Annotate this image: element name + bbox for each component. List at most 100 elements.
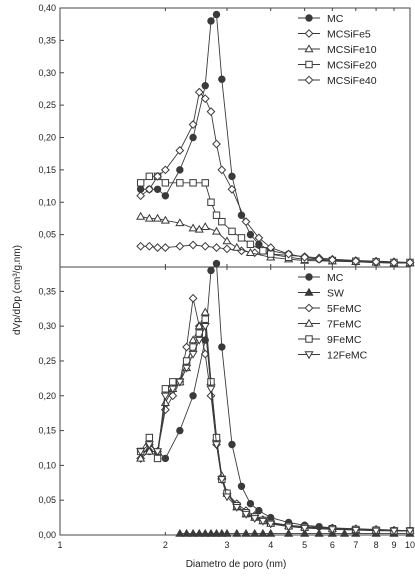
panel-bottom: 0,00 0,05 0,10 0,15 0,20 0,25 0,30 0,35 1 2 3 4 5 6 7 8… bbox=[38, 259, 415, 550]
data-point bbox=[144, 213, 154, 222]
data-point bbox=[176, 426, 184, 435]
legend-label: MCSiFe5 bbox=[327, 29, 371, 41]
data-point bbox=[259, 247, 267, 255]
data-point bbox=[212, 259, 221, 268]
data-point bbox=[266, 243, 276, 252]
data-point bbox=[200, 322, 210, 331]
data-point bbox=[206, 385, 216, 394]
data-point bbox=[160, 243, 170, 252]
data-point bbox=[201, 315, 209, 323]
data-point bbox=[207, 17, 215, 25]
data-point bbox=[245, 248, 255, 256]
y-tick-label: 0,05 bbox=[38, 495, 56, 505]
data-point bbox=[217, 476, 227, 485]
data-point bbox=[228, 440, 236, 449]
data-point bbox=[218, 217, 226, 226]
data-point bbox=[176, 166, 184, 174]
data-point bbox=[222, 236, 232, 245]
data-point bbox=[300, 524, 310, 533]
y-tick-label: 0,35 bbox=[38, 35, 56, 45]
data-point bbox=[160, 215, 170, 224]
data-point bbox=[228, 227, 236, 236]
legend-marker bbox=[304, 318, 314, 327]
y-tick-label: 0,25 bbox=[38, 356, 56, 366]
data-point bbox=[200, 222, 210, 231]
data-point bbox=[371, 527, 381, 536]
y-tick-label: 0,15 bbox=[38, 426, 56, 436]
data-point bbox=[217, 165, 227, 175]
x-tick-label: 5 bbox=[302, 540, 307, 550]
data-point bbox=[136, 179, 145, 187]
data-point bbox=[227, 184, 237, 194]
legend-label: SW bbox=[327, 288, 344, 300]
data-point bbox=[189, 133, 197, 142]
data-point bbox=[207, 198, 215, 206]
legend: MC SW 5FeMC 7FeMC 9FeMC 12FeMC bbox=[298, 272, 368, 362]
data-point bbox=[254, 233, 264, 243]
x-tick-label: 8 bbox=[374, 540, 379, 550]
x-tick-label: 1 bbox=[57, 540, 62, 550]
data-point bbox=[136, 191, 146, 201]
series-MCSiFe40 bbox=[136, 87, 415, 267]
data-point bbox=[200, 94, 210, 104]
data-point bbox=[284, 523, 294, 532]
data-point bbox=[232, 503, 242, 512]
y-tick-label: 0,30 bbox=[38, 68, 56, 78]
legend-label: MCSiFe10 bbox=[327, 44, 377, 56]
data-point bbox=[212, 139, 221, 149]
data-point bbox=[405, 258, 415, 267]
y-tick-label: 0,25 bbox=[38, 100, 56, 110]
data-point bbox=[176, 179, 184, 187]
data-point bbox=[161, 454, 170, 463]
y-tick-label: 0,20 bbox=[38, 391, 56, 401]
data-point bbox=[241, 528, 251, 537]
data-point bbox=[144, 241, 154, 251]
data-point bbox=[153, 171, 162, 181]
data-point bbox=[314, 528, 324, 537]
y-tick-label: 0,10 bbox=[38, 197, 56, 207]
x-tick-label: 3 bbox=[224, 540, 229, 550]
legend-label: 5FeMC bbox=[327, 303, 362, 315]
series-12FeMC bbox=[136, 322, 415, 536]
panel-top: 0,05 0,10 0,15 0,20 0,25 0,30 0,35 0,40 MC MCSiFe… bbox=[38, 3, 415, 268]
data-point bbox=[258, 517, 268, 526]
data-point bbox=[351, 256, 361, 266]
legend-marker bbox=[304, 75, 314, 85]
legend-label: 9FeMC bbox=[327, 334, 362, 346]
data-point bbox=[389, 527, 399, 536]
data-point bbox=[266, 520, 276, 529]
legend-marker bbox=[305, 60, 313, 69]
data-point bbox=[194, 336, 204, 345]
data-point bbox=[222, 493, 232, 502]
data-point bbox=[266, 528, 276, 537]
data-point bbox=[152, 448, 163, 457]
data-point bbox=[145, 433, 154, 442]
data-point bbox=[218, 75, 226, 83]
legend-marker bbox=[304, 44, 314, 53]
data-point bbox=[211, 441, 222, 450]
data-point bbox=[175, 241, 185, 251]
data-point bbox=[222, 244, 232, 254]
legend-marker bbox=[304, 303, 314, 313]
data-point bbox=[188, 335, 198, 344]
data-point bbox=[327, 255, 337, 265]
data-point bbox=[212, 433, 221, 442]
data-point bbox=[232, 528, 242, 537]
data-point bbox=[175, 378, 185, 387]
data-point bbox=[153, 185, 162, 194]
legend-marker bbox=[304, 351, 314, 360]
data-point bbox=[168, 391, 178, 401]
series-SW bbox=[175, 528, 415, 537]
y-axis-label: dVp/dDp (cm³/g.nm) bbox=[12, 245, 23, 335]
data-point bbox=[250, 515, 260, 523]
data-point bbox=[201, 82, 209, 90]
data-point bbox=[228, 172, 236, 181]
data-point bbox=[145, 172, 154, 181]
legend-marker bbox=[304, 29, 314, 38]
data-point bbox=[161, 179, 170, 187]
data-point bbox=[188, 120, 198, 129]
data-point bbox=[188, 223, 198, 232]
y-tick-label: 0,10 bbox=[38, 460, 56, 470]
